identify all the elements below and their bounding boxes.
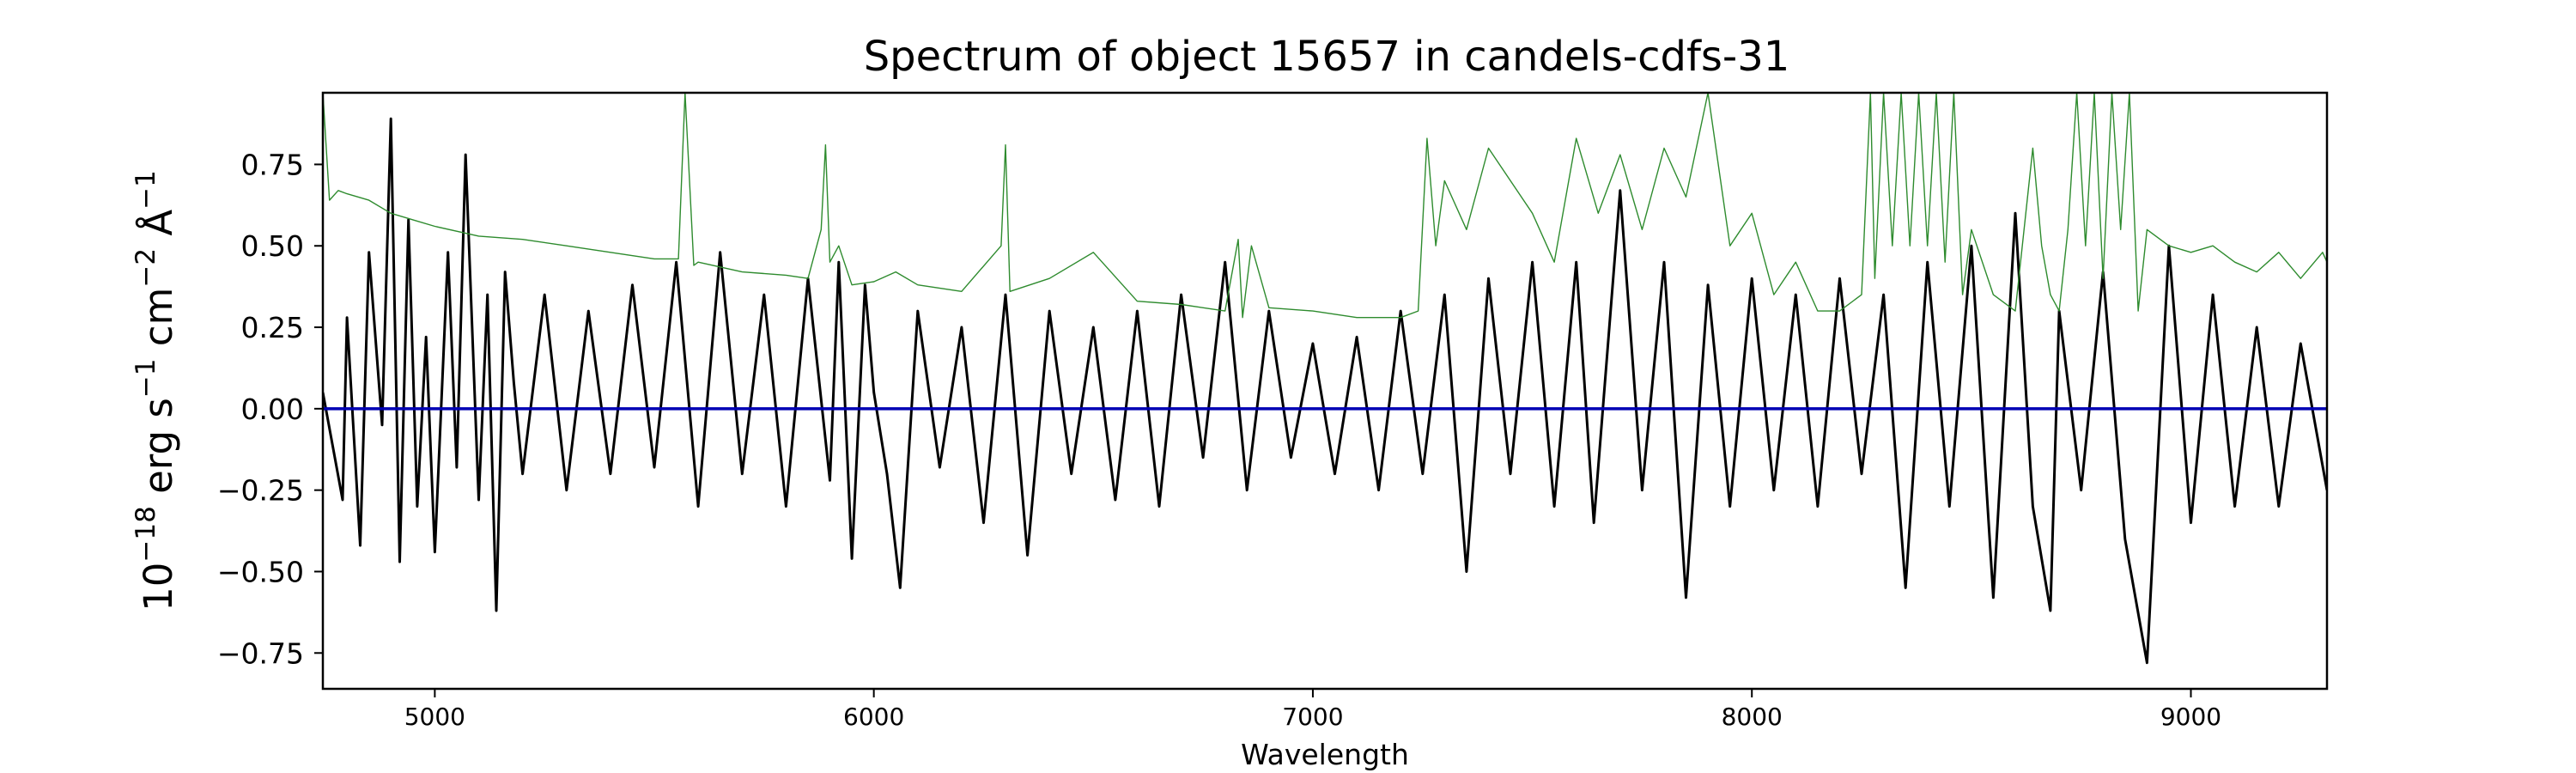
x-axis: 5000 6000 7000 8000 9000 [404, 689, 2221, 731]
y-tick-label: −0.25 [217, 474, 304, 508]
y-axis-label: 10−18 erg s−1 cm−2 Å−1 [131, 170, 181, 612]
y-tick-label: 0.00 [241, 393, 304, 426]
y-axis: −0.75 −0.50 −0.25 0.00 0.25 0.50 0.75 [217, 148, 323, 670]
y-tick-label: 0.25 [241, 311, 304, 344]
chart-title: Spectrum of object 15657 in candels-cdfs… [864, 33, 1790, 81]
y-tick-label: −0.50 [217, 555, 304, 588]
x-tick-label: 9000 [2160, 703, 2221, 731]
x-tick-label: 8000 [1722, 703, 1783, 731]
x-tick-label: 6000 [843, 703, 904, 731]
x-tick-label: 7000 [1282, 703, 1343, 731]
y-tick-label: 0.50 [241, 229, 304, 263]
plot-frame [321, 91, 2329, 691]
x-tick-label: 5000 [404, 703, 465, 731]
series-line-1 [323, 93, 2327, 319]
x-axis-label: Wavelength [1241, 738, 1409, 771]
series-layer [323, 93, 2327, 665]
series-line-0 [323, 117, 2327, 665]
y-tick-label: −0.75 [217, 636, 304, 670]
y-tick-label: 0.75 [241, 148, 304, 181]
